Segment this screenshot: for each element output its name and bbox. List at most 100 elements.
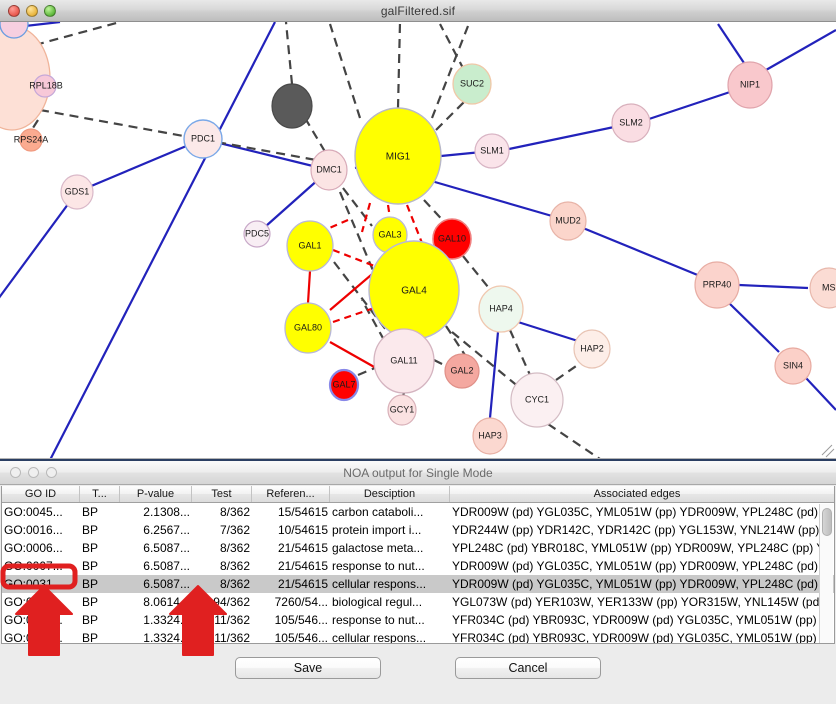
node-gal2[interactable] xyxy=(444,353,480,389)
node-label-gal7: GAL7 xyxy=(332,379,355,389)
cell-test: 7/362 xyxy=(219,523,250,537)
node-pdc1[interactable] xyxy=(183,119,223,159)
node-partial-top[interactable] xyxy=(0,22,29,39)
minimize-button[interactable] xyxy=(26,4,38,17)
cell-type: BP xyxy=(82,559,99,573)
node-label-gal80: GAL80 xyxy=(294,322,322,332)
node-mig1[interactable] xyxy=(354,107,442,205)
save-button[interactable]: Save xyxy=(235,657,381,679)
cell-type: BP xyxy=(82,631,99,644)
cell-type: BP xyxy=(82,595,99,609)
cell-pvalue: 6.2567... xyxy=(143,523,190,537)
node-label-gal3: GAL3 xyxy=(378,229,401,239)
cell-go_id: GO:0065... xyxy=(4,595,63,609)
node-gds1[interactable] xyxy=(60,174,94,210)
network-graph-svg[interactable]: RPL18B RPS24A GDS1 PDC1 PDC5 DMC1 MIG1 S… xyxy=(0,22,836,459)
node-rpl18b[interactable] xyxy=(33,74,57,98)
node-gal7[interactable] xyxy=(328,368,360,402)
edge-long-left xyxy=(49,22,276,458)
cell-desc: cellular respons... xyxy=(332,631,427,644)
close-button[interactable] xyxy=(8,4,20,17)
node-pdc5[interactable] xyxy=(243,220,271,248)
node-nip1[interactable] xyxy=(727,61,773,109)
noa-minimize-button[interactable] xyxy=(28,467,39,478)
node-gal80[interactable] xyxy=(284,302,332,354)
zoom-button[interactable] xyxy=(44,4,56,17)
node-slm1[interactable] xyxy=(474,133,510,169)
cell-test: 11/362 xyxy=(214,631,250,644)
canvas-resize-grip[interactable] xyxy=(821,444,835,458)
node-label-sin4: SIN4 xyxy=(783,360,803,370)
node-sin4[interactable] xyxy=(774,347,812,385)
node-label-slm1: SLM1 xyxy=(480,145,504,155)
table-scroll-thumb[interactable] xyxy=(822,508,832,536)
node-gal1[interactable] xyxy=(286,220,334,272)
table-vertical-scrollbar[interactable] xyxy=(819,504,833,643)
node-slm2[interactable] xyxy=(611,103,651,143)
node-unlabeled-dark[interactable] xyxy=(271,83,313,129)
table-row[interactable]: GO:0065... BP 8.0614... 94/362 7260/54... bio… xyxy=(2,593,834,611)
noa-close-button[interactable] xyxy=(10,467,21,478)
cell-ref: 105/546... xyxy=(274,631,328,644)
node-label-cyc1: CYC1 xyxy=(525,394,549,404)
network-canvas[interactable]: RPL18B RPS24A GDS1 PDC1 PDC5 DMC1 MIG1 S… xyxy=(0,22,836,459)
cell-pvalue: 1.3324... xyxy=(143,631,190,644)
cell-ref: 105/546... xyxy=(274,613,328,627)
column-header-associated-edges[interactable]: Associated edges xyxy=(593,488,681,500)
node-gal11[interactable] xyxy=(373,328,435,394)
node-rps24a[interactable] xyxy=(19,128,43,152)
node-label-gal4: GAL4 xyxy=(401,286,427,297)
table-row[interactable]: GO:0045... BP 2.1308... 8/362 15/54615 carbon… xyxy=(2,503,834,521)
node-cyc1[interactable] xyxy=(510,372,564,428)
cell-test: 11/362 xyxy=(214,613,250,627)
column-header-go-id[interactable]: GO ID xyxy=(2,486,80,502)
noa-titlebar: NOA output for Single Mode xyxy=(0,461,836,485)
node-label-hap2: HAP2 xyxy=(580,343,604,353)
table-row[interactable]: GO:0006... BP 6.5087... 8/362 21/54615 galact… xyxy=(2,539,834,557)
column-header-desciption[interactable]: Desciption xyxy=(330,486,450,502)
node-label-pdc5: PDC5 xyxy=(245,228,269,238)
cell-pvalue: 1.3324... xyxy=(143,613,190,627)
table-row[interactable]: GO:0007... BP 6.5087... 8/362 21/54615 respon… xyxy=(2,557,834,575)
node-mud2[interactable] xyxy=(549,201,587,241)
node-label-suc2: SUC2 xyxy=(460,78,484,88)
table-row[interactable]: GO:0031... BP 1.3324... 11/362 105/546... cel… xyxy=(2,629,834,644)
node-hap2[interactable] xyxy=(573,329,611,369)
column-header-test[interactable]: Test xyxy=(192,486,252,502)
node-hap4[interactable] xyxy=(478,285,524,333)
table-body[interactable]: GO:0045... BP 2.1308... 8/362 15/54615 carbon… xyxy=(2,503,834,644)
node-label-gcy1: GCY1 xyxy=(390,404,415,414)
cell-ref: 21/54615 xyxy=(277,541,328,555)
noa-output-dialog: NOA output for Single Mode GO ID T... P-… xyxy=(0,459,836,704)
table-row[interactable]: GO:0031... BP 1.3324... 11/362 105/546... res… xyxy=(2,611,834,629)
node-gcy1[interactable] xyxy=(387,394,417,426)
results-table[interactable]: GO ID T... P-value Test Referen... Desci… xyxy=(1,486,835,644)
graph-nodes[interactable]: RPL18B RPS24A GDS1 PDC1 PDC5 DMC1 MIG1 S… xyxy=(0,22,836,455)
node-suc2[interactable] xyxy=(452,63,492,105)
cell-edges: YDR244W (pp) YDR142C, YDR142C (pp) YGL15… xyxy=(452,523,824,537)
window-title: galFiltered.sif xyxy=(380,3,456,18)
noa-dialog-title: NOA output for Single Mode xyxy=(343,465,493,480)
node-msi[interactable] xyxy=(809,267,836,309)
table-row[interactable]: GO:0031... BP 6.5087... 8/362 21/54615 cellul… xyxy=(2,575,834,593)
node-dmc1[interactable] xyxy=(310,149,348,191)
noa-zoom-button[interactable] xyxy=(46,467,57,478)
node-label-prp40: PRP40 xyxy=(703,279,732,289)
cell-ref: 21/54615 xyxy=(277,577,328,591)
window-traffic-lights xyxy=(0,4,56,17)
cell-test: 8/362 xyxy=(219,577,250,591)
cell-go_id: GO:0016... xyxy=(4,523,63,537)
node-prp40[interactable] xyxy=(694,261,740,309)
table-row[interactable]: GO:0016... BP 6.2567... 7/362 10/54615 protei… xyxy=(2,521,834,539)
column-header-reference[interactable]: Referen... xyxy=(252,486,330,502)
cancel-button[interactable]: Cancel xyxy=(455,657,601,679)
column-header-type[interactable]: T... xyxy=(80,486,120,502)
cell-go_id: GO:0007... xyxy=(4,559,63,573)
cell-edges: YFR034C (pd) YBR093C, YDR009W (pd) YGL03… xyxy=(452,631,824,644)
column-header-p-value[interactable]: P-value xyxy=(120,486,192,502)
node-label-dmc1: DMC1 xyxy=(316,164,342,174)
cell-pvalue: 6.5087... xyxy=(143,541,190,555)
cell-ref: 10/54615 xyxy=(277,523,328,537)
node-hap3[interactable] xyxy=(472,417,508,455)
node-gal10[interactable] xyxy=(432,218,472,260)
